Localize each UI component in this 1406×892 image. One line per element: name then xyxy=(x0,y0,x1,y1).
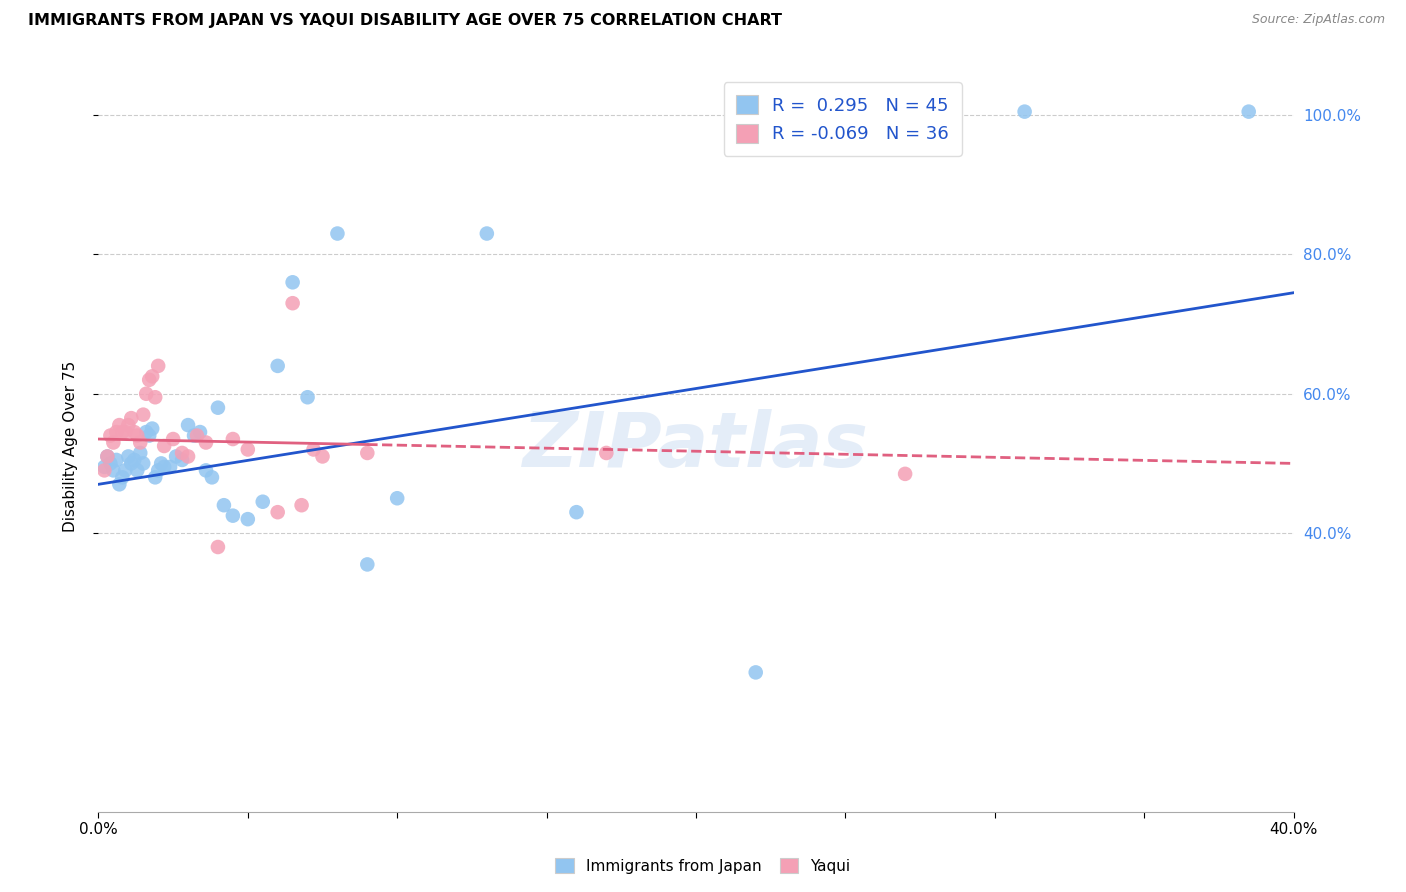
Point xyxy=(172,453,194,467)
Point xyxy=(127,428,149,442)
Point xyxy=(162,432,184,446)
Point xyxy=(186,428,208,442)
Point xyxy=(124,425,146,439)
Point xyxy=(138,428,160,442)
Point xyxy=(96,450,118,464)
Point xyxy=(894,467,917,481)
Point xyxy=(150,457,173,471)
Legend: R =  0.295   N = 45, R = -0.069   N = 36: R = 0.295 N = 45, R = -0.069 N = 36 xyxy=(724,82,962,156)
Point xyxy=(117,450,139,464)
Point xyxy=(100,457,122,471)
Point xyxy=(281,296,304,310)
Point xyxy=(188,425,211,439)
Point xyxy=(135,386,157,401)
Point xyxy=(595,446,617,460)
Point xyxy=(222,508,245,523)
Point xyxy=(475,227,498,241)
Point xyxy=(132,457,155,471)
Point xyxy=(281,275,304,289)
Point xyxy=(195,435,218,450)
Point xyxy=(165,450,187,464)
Point xyxy=(356,446,378,460)
Point xyxy=(236,512,259,526)
Point xyxy=(100,428,122,442)
Point xyxy=(356,558,378,572)
Point xyxy=(138,373,160,387)
Point xyxy=(141,421,163,435)
Point xyxy=(129,435,152,450)
Point xyxy=(159,459,181,474)
Point xyxy=(105,425,128,439)
Point xyxy=(117,418,139,433)
Point xyxy=(153,459,176,474)
Point xyxy=(129,446,152,460)
Point xyxy=(143,390,166,404)
Point xyxy=(96,450,118,464)
Point xyxy=(132,408,155,422)
Point xyxy=(267,359,290,373)
Point xyxy=(385,491,409,506)
Point xyxy=(1014,104,1036,119)
Point xyxy=(153,439,176,453)
Point xyxy=(183,428,205,442)
Point xyxy=(127,463,149,477)
Point xyxy=(108,477,131,491)
Point xyxy=(1237,104,1260,119)
Point xyxy=(267,505,290,519)
Legend: Immigrants from Japan, Yaqui: Immigrants from Japan, Yaqui xyxy=(550,852,856,880)
Point xyxy=(120,411,142,425)
Point xyxy=(148,359,170,373)
Point xyxy=(120,457,142,471)
Point xyxy=(177,450,200,464)
Point xyxy=(143,470,166,484)
Point xyxy=(141,369,163,384)
Point xyxy=(172,446,194,460)
Point xyxy=(135,425,157,439)
Point xyxy=(252,494,274,508)
Point xyxy=(195,463,218,477)
Point xyxy=(222,432,245,446)
Point xyxy=(565,505,588,519)
Point xyxy=(114,463,136,477)
Point xyxy=(114,425,136,439)
Point xyxy=(103,435,125,450)
Point xyxy=(103,463,125,477)
Point xyxy=(111,470,134,484)
Point xyxy=(148,463,170,477)
Point xyxy=(111,425,134,439)
Text: ZIPatlas: ZIPatlas xyxy=(523,409,869,483)
Point xyxy=(212,498,235,512)
Point xyxy=(93,459,115,474)
Text: IMMIGRANTS FROM JAPAN VS YAQUI DISABILITY AGE OVER 75 CORRELATION CHART: IMMIGRANTS FROM JAPAN VS YAQUI DISABILIT… xyxy=(28,13,782,29)
Point xyxy=(93,463,115,477)
Point xyxy=(297,390,319,404)
Point xyxy=(745,665,768,680)
Point xyxy=(177,418,200,433)
Point xyxy=(124,453,146,467)
Point xyxy=(311,450,333,464)
Point xyxy=(236,442,259,457)
Point xyxy=(291,498,314,512)
Point xyxy=(105,453,128,467)
Point xyxy=(207,540,229,554)
Point xyxy=(302,442,325,457)
Text: Source: ZipAtlas.com: Source: ZipAtlas.com xyxy=(1251,13,1385,27)
Point xyxy=(201,470,224,484)
Point xyxy=(207,401,229,415)
Point xyxy=(326,227,349,241)
Y-axis label: Disability Age Over 75: Disability Age Over 75 xyxy=(63,360,77,532)
Point xyxy=(108,418,131,433)
